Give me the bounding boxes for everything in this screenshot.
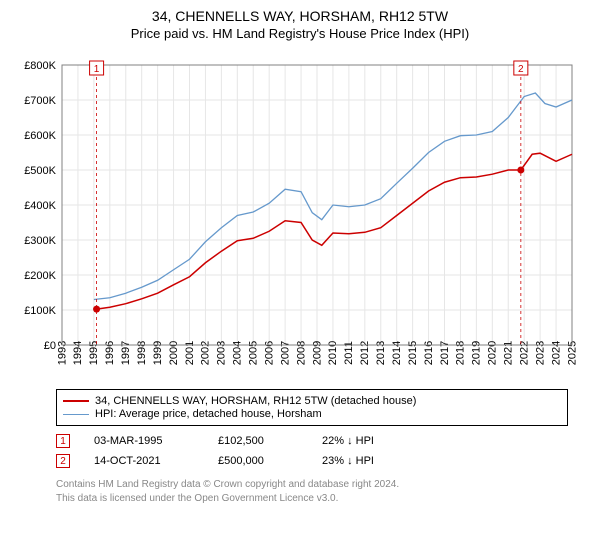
- footer-line: This data is licensed under the Open Gov…: [56, 492, 568, 506]
- svg-text:2023: 2023: [534, 341, 546, 365]
- legend-row: 34, CHENNELLS WAY, HORSHAM, RH12 5TW (de…: [63, 395, 561, 407]
- svg-text:1994: 1994: [72, 341, 84, 365]
- svg-text:2014: 2014: [391, 341, 403, 365]
- svg-text:£300K: £300K: [24, 235, 56, 247]
- line-chart: £0 £100K £200K £300K £400K £500K £600K £700K £80…: [10, 53, 590, 383]
- sale-diff: 22% ↓ HPI: [322, 435, 374, 447]
- svg-text:£800K: £800K: [24, 60, 56, 72]
- chart-title: 34, CHENNELLS WAY, HORSHAM, RH12 5TW: [0, 8, 600, 24]
- svg-text:2016: 2016: [423, 341, 435, 365]
- svg-text:2: 2: [518, 64, 524, 75]
- footer-attribution: Contains HM Land Registry data © Crown c…: [56, 478, 568, 505]
- svg-text:2008: 2008: [295, 341, 307, 365]
- svg-text:2020: 2020: [487, 341, 499, 365]
- svg-text:2019: 2019: [471, 341, 483, 365]
- sale-price: £500,000: [218, 455, 298, 467]
- legend-row: HPI: Average price, detached house, Hors…: [63, 408, 561, 420]
- svg-text:2007: 2007: [279, 341, 291, 365]
- sale-date: 03-MAR-1995: [94, 435, 194, 447]
- svg-text:£100K: £100K: [24, 305, 56, 317]
- svg-text:1998: 1998: [136, 341, 148, 365]
- sale-date: 14-OCT-2021: [94, 455, 194, 467]
- legend-swatch-property: [63, 400, 89, 402]
- svg-text:£0: £0: [44, 340, 56, 352]
- legend: 34, CHENNELLS WAY, HORSHAM, RH12 5TW (de…: [56, 389, 568, 426]
- svg-text:2021: 2021: [503, 341, 515, 365]
- svg-text:2003: 2003: [216, 341, 228, 365]
- svg-text:2013: 2013: [375, 341, 387, 365]
- svg-text:1997: 1997: [120, 341, 132, 365]
- svg-text:2001: 2001: [184, 341, 196, 365]
- sale-row: 2 14-OCT-2021 £500,000 23% ↓ HPI: [56, 454, 568, 468]
- svg-text:2012: 2012: [359, 341, 371, 365]
- svg-text:2015: 2015: [407, 341, 419, 365]
- sale-marker-icon: 2: [56, 454, 70, 468]
- legend-label: HPI: Average price, detached house, Hors…: [95, 408, 322, 420]
- sale-marker-icon: 1: [56, 434, 70, 448]
- svg-text:2018: 2018: [455, 341, 467, 365]
- chart-subtitle: Price paid vs. HM Land Registry's House …: [0, 26, 600, 41]
- svg-text:1995: 1995: [88, 341, 100, 365]
- svg-text:1999: 1999: [152, 341, 164, 365]
- svg-text:£400K: £400K: [24, 200, 56, 212]
- svg-text:2022: 2022: [518, 341, 530, 365]
- svg-text:2006: 2006: [263, 341, 275, 365]
- sale-diff: 23% ↓ HPI: [322, 455, 374, 467]
- chart-title-block: 34, CHENNELLS WAY, HORSHAM, RH12 5TW Pri…: [0, 0, 600, 45]
- svg-text:2005: 2005: [248, 341, 260, 365]
- footer-line: Contains HM Land Registry data © Crown c…: [56, 478, 568, 492]
- chart-area: £0 £100K £200K £300K £400K £500K £600K £700K £80…: [10, 53, 590, 383]
- svg-text:2024: 2024: [550, 341, 562, 365]
- svg-text:2000: 2000: [168, 341, 180, 365]
- svg-text:£200K: £200K: [24, 270, 56, 282]
- legend-label: 34, CHENNELLS WAY, HORSHAM, RH12 5TW (de…: [95, 395, 416, 407]
- svg-text:2010: 2010: [327, 341, 339, 365]
- svg-text:1: 1: [94, 64, 100, 75]
- legend-swatch-hpi: [63, 414, 89, 415]
- svg-text:2002: 2002: [200, 341, 212, 365]
- sale-price: £102,500: [218, 435, 298, 447]
- svg-text:2017: 2017: [439, 341, 451, 365]
- sale-row: 1 03-MAR-1995 £102,500 22% ↓ HPI: [56, 434, 568, 448]
- svg-text:1996: 1996: [104, 341, 116, 365]
- svg-text:£600K: £600K: [24, 130, 56, 142]
- svg-text:£500K: £500K: [24, 165, 56, 177]
- svg-text:2004: 2004: [232, 341, 244, 365]
- sales-table: 1 03-MAR-1995 £102,500 22% ↓ HPI 2 14-OC…: [56, 434, 568, 468]
- svg-text:£700K: £700K: [24, 95, 56, 107]
- svg-text:2009: 2009: [311, 341, 323, 365]
